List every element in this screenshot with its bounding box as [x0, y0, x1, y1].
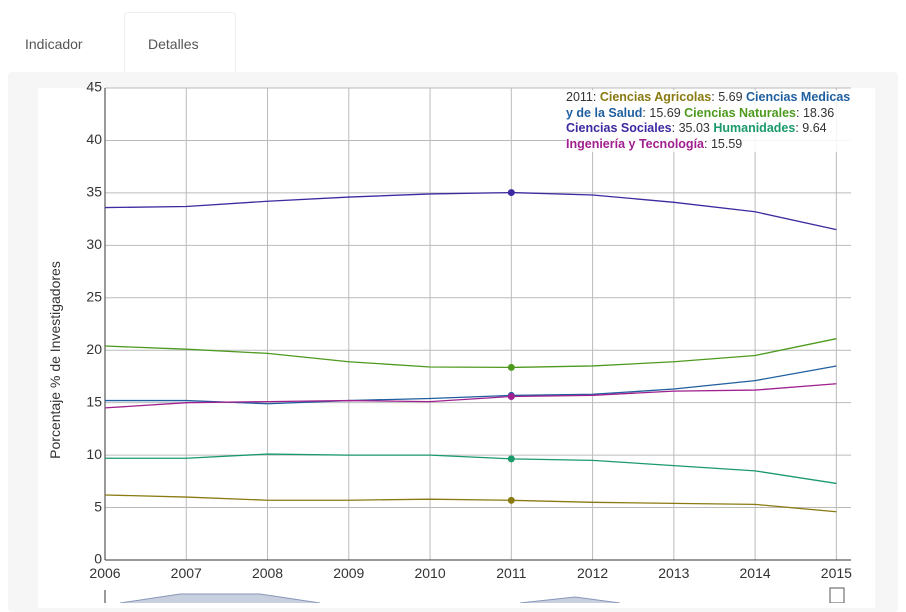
y-tick-label: 45: [86, 79, 102, 95]
y-tick-label: 30: [86, 236, 102, 252]
x-tick-label: 2008: [252, 565, 283, 581]
legend-x: 2011: [566, 90, 593, 104]
y-tick-label: 25: [86, 288, 102, 304]
y-tick-label: 20: [86, 341, 102, 357]
series-line: [104, 338, 837, 369]
active-tab[interactable]: [124, 12, 236, 75]
y-tick-label: 15: [86, 393, 102, 409]
legend-value: 15.59: [710, 136, 743, 151]
legend-value: 5.69: [718, 90, 743, 104]
highlight-dot: [507, 189, 515, 197]
x-tick-label: 2010: [414, 565, 445, 581]
series-line: [104, 383, 837, 409]
legend-name: Ciencias Medicas y de la Salud: [566, 90, 851, 120]
legend-name: Ingeniería y Tecnología: [566, 136, 704, 151]
range-preview: [519, 596, 621, 603]
legend: 2011: Ciencias Agricolas: 5.69 Ciencias …: [566, 90, 854, 152]
series-line: [105, 365, 837, 405]
legend-name: Ciencias Agricolas: [599, 90, 712, 104]
y-tick-label: 40: [86, 131, 102, 147]
tab[interactable]: Detalles: [148, 36, 199, 52]
legend-value: 35.03: [678, 121, 710, 135]
highlight-dot: [507, 392, 515, 400]
legend-name: Ciencias Sociales: [566, 121, 672, 135]
range-preview: [119, 593, 321, 603]
y-axis-label: Porcentaje % de Investigadores: [47, 261, 63, 459]
highlight-dot: [507, 363, 515, 371]
legend-name: Humanidades: [713, 121, 796, 135]
x-tick-label: 2013: [658, 565, 689, 581]
highlight-dot: [507, 455, 515, 463]
x-tick-label: 2006: [89, 565, 120, 581]
range-handle[interactable]: [829, 587, 845, 603]
legend-name: Ciencias Naturales: [684, 105, 796, 120]
legend-value: 18.36: [802, 105, 835, 120]
y-tick-label: 10: [86, 446, 102, 462]
x-tick-label: 2014: [740, 565, 771, 581]
series-line: [104, 191, 837, 231]
x-tick-label: 2012: [577, 565, 608, 581]
x-tick-label: 2007: [171, 565, 202, 581]
highlight-dot: [507, 496, 515, 504]
series-line: [104, 494, 837, 513]
series-line: [105, 453, 837, 485]
legend-value: 9.64: [802, 121, 827, 135]
x-tick-label: 2015: [821, 565, 852, 581]
x-tick-label: 2009: [333, 565, 364, 581]
legend-value: 15.69: [649, 105, 681, 120]
chart-area: [38, 88, 875, 608]
tab[interactable]: Indicador: [25, 36, 83, 52]
y-tick-label: 5: [94, 498, 102, 514]
x-tick-label: 2011: [496, 565, 526, 581]
y-tick-label: 35: [86, 184, 102, 200]
y-tick-label: 0: [94, 551, 102, 567]
